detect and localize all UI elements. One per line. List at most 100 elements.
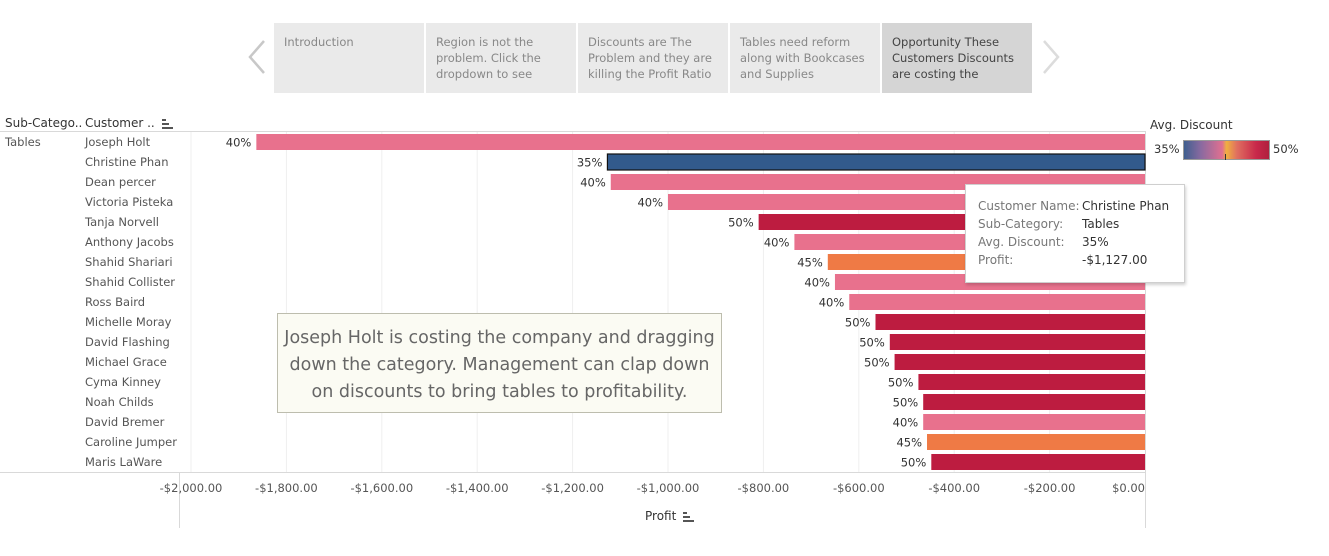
customer-label[interactable]: Cyma Kinney bbox=[85, 375, 161, 389]
customer-label[interactable]: David Flashing bbox=[85, 335, 170, 349]
customer-label[interactable]: Maris LaWare bbox=[85, 455, 163, 469]
customer-label[interactable]: Victoria Pisteka bbox=[85, 195, 174, 209]
subcategory-header[interactable]: Sub-Catego.. bbox=[5, 116, 82, 130]
header-divider bbox=[0, 131, 1146, 132]
customer-label[interactable]: Michelle Moray bbox=[85, 315, 172, 329]
bar-data-label: 45% bbox=[896, 436, 922, 450]
profit-bar[interactable] bbox=[849, 294, 1145, 310]
bar-data-label: 40% bbox=[580, 176, 606, 190]
story-point-label: Tables need reform along with Bookcases … bbox=[740, 35, 865, 81]
story-point-tables[interactable]: Tables need reform along with Bookcases … bbox=[730, 23, 880, 93]
story-point-label: Opportunity These Customers Discounts ar… bbox=[892, 35, 1014, 81]
profit-bar[interactable] bbox=[923, 414, 1145, 430]
profit-bar[interactable] bbox=[894, 354, 1145, 370]
chevron-left-icon[interactable] bbox=[244, 37, 274, 77]
zero-line bbox=[1145, 131, 1146, 528]
x-tick-label: -$1,400.00 bbox=[446, 481, 509, 495]
customer-label[interactable]: Michael Grace bbox=[85, 355, 167, 369]
story-point-opportunity[interactable]: Opportunity These Customers Discounts ar… bbox=[882, 23, 1032, 93]
bar-data-label: 50% bbox=[901, 456, 927, 470]
story-point-label: Introduction bbox=[284, 35, 354, 49]
subcategory-value: Tables bbox=[5, 135, 41, 149]
customer-label[interactable]: Caroline Jumper bbox=[85, 435, 177, 449]
tooltip-value: Tables bbox=[1082, 217, 1120, 231]
annotation-line: Joseph Holt is costing the company and d… bbox=[284, 328, 715, 348]
bar-data-label: 40% bbox=[226, 136, 252, 150]
legend-title: Avg. Discount bbox=[1150, 118, 1233, 132]
profit-bar[interactable] bbox=[931, 454, 1145, 470]
chevron-right-icon[interactable] bbox=[1034, 37, 1064, 77]
x-tick-label: -$1,200.00 bbox=[541, 481, 604, 495]
customer-header-label: Customer .. bbox=[85, 116, 155, 130]
profit-bar[interactable] bbox=[875, 314, 1145, 330]
customer-label[interactable]: Noah Childs bbox=[85, 395, 154, 409]
x-tick-label: -$400.00 bbox=[928, 481, 980, 495]
sort-icon[interactable] bbox=[683, 511, 695, 522]
bar-data-label: 40% bbox=[637, 196, 663, 210]
sort-icon[interactable] bbox=[161, 118, 173, 129]
annotation-line: down the category. Management can clap d… bbox=[289, 355, 710, 375]
profit-bar[interactable] bbox=[918, 374, 1145, 390]
x-axis-title[interactable]: Profit bbox=[645, 509, 695, 523]
x-tick-label: -$200.00 bbox=[1024, 481, 1076, 495]
customer-header[interactable]: Customer .. bbox=[85, 116, 173, 130]
profit-bar[interactable] bbox=[923, 394, 1145, 410]
story-point-introduction[interactable]: Introduction bbox=[274, 23, 424, 93]
bar-data-label: 40% bbox=[893, 416, 919, 430]
tooltip-value: 35% bbox=[1082, 235, 1109, 249]
x-tick-label: -$1,000.00 bbox=[637, 481, 700, 495]
customer-label[interactable]: David Bremer bbox=[85, 415, 165, 429]
customer-label[interactable]: Tanja Norvell bbox=[85, 215, 159, 229]
axis-left-border bbox=[179, 472, 180, 528]
x-tick-label: -$1,600.00 bbox=[350, 481, 413, 495]
bar-data-label: 45% bbox=[797, 256, 823, 270]
story-point-label: Discounts are The Problem and they are k… bbox=[588, 35, 712, 81]
x-tick-label: -$800.00 bbox=[738, 481, 790, 495]
x-tick-label: -$2,000.00 bbox=[160, 481, 223, 495]
story-point-label: Region is not the problem. Click the dro… bbox=[436, 35, 541, 81]
tooltip-key: Profit: bbox=[978, 253, 1014, 267]
bar-data-label: 50% bbox=[888, 376, 914, 390]
bar-data-label: 50% bbox=[864, 356, 890, 370]
customer-label[interactable]: Joseph Holt bbox=[85, 135, 151, 149]
bar-data-label: 40% bbox=[819, 296, 845, 310]
tooltip-key: Customer Name: bbox=[978, 199, 1080, 213]
bar-data-label: 40% bbox=[764, 236, 790, 250]
customer-label[interactable]: Christine Phan bbox=[85, 155, 169, 169]
customer-label[interactable]: Shahid Collister bbox=[85, 275, 176, 289]
annotation-box: Joseph Holt is costing the company and d… bbox=[277, 313, 722, 413]
customer-label[interactable]: Anthony Jacobs bbox=[85, 235, 174, 249]
customer-label[interactable]: Ross Baird bbox=[85, 295, 146, 309]
axis-divider bbox=[0, 472, 1146, 473]
legend-min-label: 35% bbox=[1154, 142, 1180, 156]
x-tick-label: -$600.00 bbox=[833, 481, 885, 495]
legend-marker bbox=[1225, 154, 1226, 160]
color-legend-gradient bbox=[1183, 140, 1270, 160]
tooltip-value: Christine Phan bbox=[1082, 199, 1170, 213]
tooltip-key: Sub-Category: bbox=[978, 217, 1064, 231]
profit-bar[interactable] bbox=[606, 153, 1146, 171]
tooltip-key: Avg. Discount: bbox=[978, 235, 1065, 249]
story-point-discounts[interactable]: Discounts are The Problem and they are k… bbox=[578, 23, 728, 93]
bar-data-label: 40% bbox=[804, 276, 830, 290]
subcategory-header-label: Sub-Catego.. bbox=[5, 116, 83, 130]
bar-data-label: 50% bbox=[893, 396, 919, 410]
tooltip-value: -$1,127.00 bbox=[1082, 253, 1148, 267]
x-tick-label: $0.00 bbox=[1112, 481, 1145, 495]
profit-bar[interactable] bbox=[927, 434, 1145, 450]
profit-bar[interactable] bbox=[889, 334, 1145, 350]
bar-data-label: 35% bbox=[577, 156, 603, 170]
bar-data-label: 50% bbox=[728, 216, 754, 230]
legend-max-label: 50% bbox=[1273, 142, 1299, 156]
story-point-region[interactable]: Region is not the problem. Click the dro… bbox=[426, 23, 576, 93]
annotation-line: on discounts to bring tables to profitab… bbox=[311, 382, 688, 402]
customer-label[interactable]: Dean percer bbox=[85, 175, 156, 189]
bar-data-label: 50% bbox=[845, 316, 871, 330]
tooltip: Customer Name: Christine Phan Sub-Categor… bbox=[965, 184, 1185, 283]
x-axis-title-label: Profit bbox=[645, 509, 677, 523]
bar-data-label: 50% bbox=[859, 336, 885, 350]
customer-label[interactable]: Shahid Shariari bbox=[85, 255, 173, 269]
profit-bar[interactable] bbox=[256, 134, 1145, 150]
x-tick-label: -$1,800.00 bbox=[255, 481, 318, 495]
